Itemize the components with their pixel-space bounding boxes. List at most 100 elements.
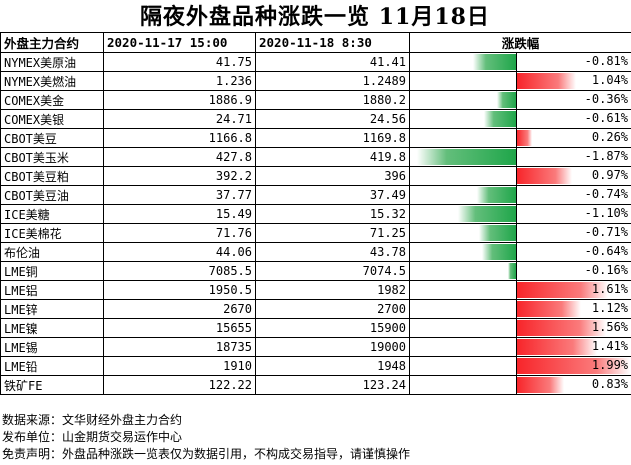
row-value-date2: 71.25 bbox=[255, 223, 410, 243]
table-row: 布伦油 44.06 43.78 -0.64% bbox=[0, 242, 631, 262]
row-value-date2: 1982 bbox=[255, 280, 410, 300]
row-name: ICE美棉花 bbox=[0, 223, 104, 243]
row-bar-positive: -1.87% bbox=[515, 147, 631, 167]
header-change: 涨跌幅 bbox=[408, 32, 631, 53]
table-row: LME锡 18735 19000 1.41% bbox=[0, 337, 631, 357]
sheet-title: 隔夜外盘品种涨跌一览 11月18日 bbox=[140, 4, 490, 30]
row-change-text: 0.97% bbox=[591, 168, 629, 182]
row-change-text: -1.10% bbox=[584, 206, 629, 220]
row-name: LME镍 bbox=[0, 318, 104, 338]
row-change-text: 1.61% bbox=[591, 282, 629, 296]
row-change-text: -0.74% bbox=[584, 187, 629, 201]
row-value-date2: 7074.5 bbox=[255, 261, 410, 281]
table-row: ICE美糖 15.49 15.32 -1.10% bbox=[0, 204, 631, 224]
row-value-date1: 392.2 bbox=[103, 166, 256, 186]
row-bar-negative bbox=[409, 71, 517, 91]
row-bar-positive: -0.81% bbox=[515, 52, 631, 72]
row-name: COMEX美银 bbox=[0, 109, 104, 129]
row-value-date1: 1950.5 bbox=[103, 280, 256, 300]
row-value-date1: 15655 bbox=[103, 318, 256, 338]
row-value-date1: 44.06 bbox=[103, 242, 256, 262]
row-value-date1: 427.8 bbox=[103, 147, 256, 167]
row-bar-positive: 1.56% bbox=[515, 318, 631, 338]
row-name: LME铅 bbox=[0, 356, 104, 376]
row-name: ICE美糖 bbox=[0, 204, 104, 224]
row-bar-negative bbox=[409, 109, 517, 129]
positive-change-bar bbox=[517, 130, 532, 146]
row-bar-negative bbox=[409, 356, 517, 376]
negative-change-bar bbox=[457, 206, 516, 222]
table-row: CBOT美豆 1166.8 1169.8 0.26% bbox=[0, 128, 631, 148]
row-value-date2: 1948 bbox=[255, 356, 410, 376]
row-value-date2: 1169.8 bbox=[255, 128, 410, 148]
row-bar-positive: 1.04% bbox=[515, 71, 631, 91]
row-value-date1: 1.236 bbox=[103, 71, 256, 91]
table-row: CBOT美豆粕 392.2 396 0.97% bbox=[0, 166, 631, 186]
row-value-date2: 19000 bbox=[255, 337, 410, 357]
row-value-date1: 41.75 bbox=[103, 52, 256, 72]
row-value-date1: 71.76 bbox=[103, 223, 256, 243]
price-table: 外盘主力合约 2020-11-17 15:00 2020-11-18 8:30 … bbox=[0, 32, 631, 395]
positive-change-bar bbox=[517, 282, 609, 298]
positive-change-bar bbox=[517, 73, 577, 89]
table-row: NYMEX美燃油 1.236 1.2489 1.04% bbox=[0, 71, 631, 91]
row-change-text: -0.16% bbox=[584, 263, 629, 277]
row-change-text: 0.83% bbox=[591, 377, 629, 391]
footer-publisher: 发布单位：山金期货交易运作中心 bbox=[2, 430, 183, 444]
row-change-text: -0.81% bbox=[584, 54, 629, 68]
row-bar-negative bbox=[409, 299, 517, 319]
row-bar-negative bbox=[409, 375, 517, 395]
table-row: LME锌 2670 2700 1.12% bbox=[0, 299, 631, 319]
table-row: COMEX美金 1886.9 1880.2 -0.36% bbox=[0, 90, 631, 110]
row-value-date2: 43.78 bbox=[255, 242, 410, 262]
row-value-date2: 419.8 bbox=[255, 147, 410, 167]
row-bar-negative bbox=[409, 261, 517, 281]
row-change-text: 1.41% bbox=[591, 339, 629, 353]
header-date1: 2020-11-17 15:00 bbox=[103, 32, 256, 53]
footer-disclaimer: 免责声明：外盘品种涨跌一览表仅为数据引用，不构成交易指导，请谨慎操作 bbox=[2, 447, 411, 461]
negative-change-bar bbox=[483, 111, 516, 127]
row-value-date2: 1.2489 bbox=[255, 71, 410, 91]
negative-change-bar bbox=[507, 263, 516, 279]
row-bar-negative bbox=[409, 337, 517, 357]
row-bar-positive: 1.41% bbox=[515, 337, 631, 357]
table-body: NYMEX美原油 41.75 41.41 -0.81% NYMEX美燃油 1.236 1.2… bbox=[0, 52, 631, 395]
table-row: COMEX美银 24.71 24.56 -0.61% bbox=[0, 109, 631, 129]
row-value-date1: 122.22 bbox=[103, 375, 256, 395]
table-row: CBOT美玉米 427.8 419.8 -1.87% bbox=[0, 147, 631, 167]
row-value-date1: 1166.8 bbox=[103, 128, 256, 148]
positive-change-bar bbox=[517, 377, 565, 393]
row-name: CBOT美玉米 bbox=[0, 147, 104, 167]
row-bar-positive: 0.26% bbox=[515, 128, 631, 148]
table-row: 铁矿FE 122.22 123.24 0.83% bbox=[0, 375, 631, 395]
row-change-text: -0.36% bbox=[584, 92, 629, 106]
row-value-date1: 1886.9 bbox=[103, 90, 256, 110]
row-name: LME铜 bbox=[0, 261, 104, 281]
row-bar-negative bbox=[409, 223, 517, 243]
row-value-date2: 41.41 bbox=[255, 52, 410, 72]
row-value-date1: 24.71 bbox=[103, 109, 256, 129]
row-bar-negative bbox=[409, 52, 517, 72]
row-change-text: -1.87% bbox=[584, 149, 629, 163]
row-bar-positive: 1.61% bbox=[515, 280, 631, 300]
row-bar-negative bbox=[409, 318, 517, 338]
row-bar-positive: -0.71% bbox=[515, 223, 631, 243]
table-row: CBOT美豆油 37.77 37.49 -0.74% bbox=[0, 185, 631, 205]
header-name: 外盘主力合约 bbox=[0, 32, 104, 53]
row-name: LME锌 bbox=[0, 299, 104, 319]
header-row: 外盘主力合约 2020-11-17 15:00 2020-11-18 8:30 … bbox=[0, 32, 631, 53]
table-row: LME镍 15655 15900 1.56% bbox=[0, 318, 631, 338]
footer-source: 数据来源：文华财经外盘主力合约 bbox=[2, 413, 183, 427]
row-value-date2: 2700 bbox=[255, 299, 410, 319]
row-name: CBOT美豆油 bbox=[0, 185, 104, 205]
row-bar-positive: 1.12% bbox=[515, 299, 631, 319]
positive-change-bar bbox=[517, 320, 606, 336]
row-bar-positive: 0.97% bbox=[515, 166, 631, 186]
positive-change-bar bbox=[517, 168, 573, 184]
table-row: ICE美棉花 71.76 71.25 -0.71% bbox=[0, 223, 631, 243]
row-bar-negative bbox=[409, 128, 517, 148]
row-name: NYMEX美燃油 bbox=[0, 71, 104, 91]
row-change-text: 0.26% bbox=[591, 130, 629, 144]
row-change-text: -0.64% bbox=[584, 244, 629, 258]
